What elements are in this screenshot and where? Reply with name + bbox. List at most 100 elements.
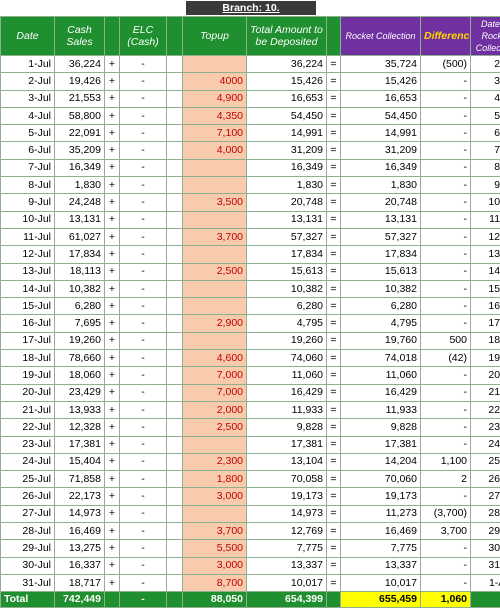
cell-minus-spacer [167,436,183,453]
cell-total: 57,327 [247,228,327,245]
totals-eq-spacer [327,592,341,608]
header-difference: Difference [421,17,471,56]
cell-total: 16,653 [247,90,327,107]
cell-plus: + [105,73,120,90]
cell-rocket: 16,349 [341,159,421,176]
cell-topup: 2,900 [183,315,247,332]
cell-rocket: 15,426 [341,73,421,90]
cell-cash-sales: 10,382 [55,280,105,297]
cell-date: 16-Jul [1,315,55,332]
cell-equals: = [327,298,341,315]
cell-total: 10,382 [247,280,327,297]
spreadsheet: Branch: 10. LAXSMIBAZAR (FR) Date Cash S… [0,0,500,470]
cell-plus: + [105,401,120,418]
cell-equals: = [327,142,341,159]
cell-total: 9,828 [247,419,327,436]
cell-difference: 2 [421,471,471,488]
cell-elc: - [120,107,167,124]
cell-plus: + [105,436,120,453]
cell-rocket: 19,760 [341,332,421,349]
cell-minus-spacer [167,159,183,176]
cell-date: 18-Jul [1,350,55,367]
cell-rocket: 35,724 [341,56,421,73]
branch-title: Branch: 10. LAXSMIBAZAR (FR) [186,1,316,15]
cell-date-rocket: 14-Jul [471,263,500,280]
cell-date: 9-Jul [1,194,55,211]
cell-rocket: 19,173 [341,488,421,505]
cell-cash-sales: 58,800 [55,107,105,124]
totals-total: 654,399 [247,592,327,608]
cell-cash-sales: 7,695 [55,315,105,332]
cell-equals: = [327,488,341,505]
cell-minus-spacer [167,401,183,418]
cell-topup: 4,900 [183,90,247,107]
cell-cash-sales: 13,933 [55,401,105,418]
cell-plus: + [105,90,120,107]
cell-total: 36,224 [247,56,327,73]
cell-difference: - [421,142,471,159]
cell-elc: - [120,488,167,505]
cell-minus-spacer [167,367,183,384]
cell-difference: - [421,540,471,557]
cell-minus-spacer [167,177,183,194]
cell-topup: 7,000 [183,384,247,401]
collection-table: Date Cash Sales ELC (Cash) Topup Total A… [0,16,500,608]
cell-date: 25-Jul [1,471,55,488]
header-eq-spacer [327,17,341,56]
cell-difference: - [421,298,471,315]
cell-total: 17,381 [247,436,327,453]
cell-topup: 3,500 [183,194,247,211]
cell-minus-spacer [167,488,183,505]
cell-elc: - [120,280,167,297]
cell-topup: 2,000 [183,401,247,418]
cell-equals: = [327,419,341,436]
cell-elc: - [120,436,167,453]
cell-date-rocket: 17-Jul [471,315,500,332]
cell-cash-sales: 18,113 [55,263,105,280]
cell-total: 1,830 [247,177,327,194]
cell-equals: = [327,505,341,522]
cell-date-rocket: 11-Jul [471,211,500,228]
cell-cash-sales: 36,224 [55,56,105,73]
totals-rocket: 655,459 [341,592,421,608]
cell-rocket: 31,209 [341,142,421,159]
cell-elc: - [120,90,167,107]
cell-plus: + [105,298,120,315]
cell-cash-sales: 18,060 [55,367,105,384]
cell-minus-spacer [167,471,183,488]
cell-total: 13,337 [247,557,327,574]
cell-date-rocket: 19-Jul [471,350,500,367]
cell-cash-sales: 21,553 [55,90,105,107]
cell-topup [183,332,247,349]
cell-cash-sales: 19,260 [55,332,105,349]
cell-minus-spacer [167,142,183,159]
cell-minus-spacer [167,246,183,263]
cell-date: 15-Jul [1,298,55,315]
cell-elc: - [120,401,167,418]
cell-rocket: 14,204 [341,453,421,470]
cell-total: 54,450 [247,107,327,124]
cell-elc: - [120,505,167,522]
cell-date-rocket: 2-Jul [471,56,500,73]
cell-date-rocket: 20-Jul [471,367,500,384]
cell-plus: + [105,384,120,401]
cell-rocket: 13,131 [341,211,421,228]
cell-equals: = [327,56,341,73]
cell-equals: = [327,367,341,384]
cell-total: 14,973 [247,505,327,522]
cell-date-rocket: 29-Jul [471,523,500,540]
cell-rocket: 16,653 [341,90,421,107]
cell-difference: - [421,419,471,436]
cell-difference: - [421,557,471,574]
cell-plus: + [105,471,120,488]
cell-date: 28-Jul [1,523,55,540]
